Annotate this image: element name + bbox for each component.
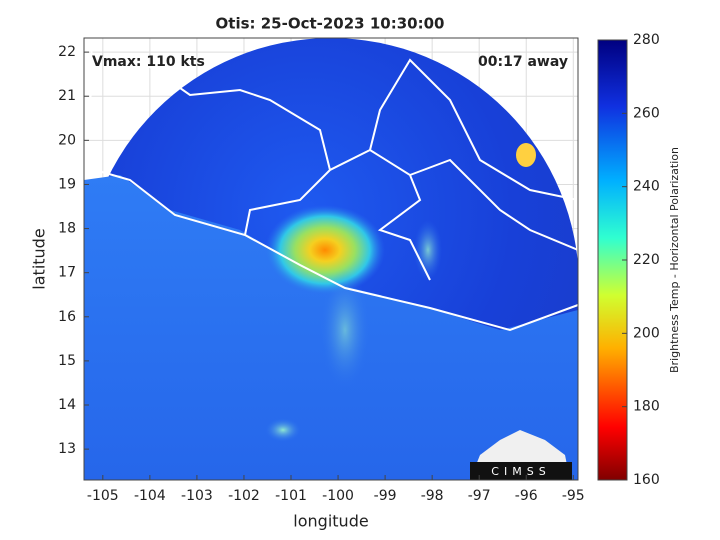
y-tick-label: 16 bbox=[58, 309, 76, 325]
title: Otis: 25-Oct-2023 10:30:00 bbox=[216, 15, 445, 33]
colorbar-tick-label: 280 bbox=[633, 32, 660, 48]
y-tick-label: 18 bbox=[58, 221, 76, 237]
y-tick-label: 15 bbox=[58, 353, 76, 369]
colorbar-tick-label: 200 bbox=[633, 325, 660, 341]
y-tick-label: 13 bbox=[58, 441, 76, 457]
y-tick-label: 14 bbox=[58, 397, 76, 413]
logo-text: CIMSS bbox=[491, 465, 550, 478]
rain-cell bbox=[265, 418, 301, 442]
colorbar-tick-label: 240 bbox=[633, 179, 660, 195]
swath: CIMSS bbox=[84, 38, 578, 480]
x-tick-label: -100 bbox=[322, 488, 354, 504]
plot-frame bbox=[83, 37, 579, 481]
colorbar-label: Brightness Temp - Horizontal Polarizatio… bbox=[668, 147, 681, 373]
colorbar-tick-label: 180 bbox=[633, 399, 660, 415]
x-tick-label: -101 bbox=[275, 488, 307, 504]
coastline-borders bbox=[84, 39, 578, 332]
x-tick-label: -103 bbox=[181, 488, 213, 504]
x-tick-label: -95 bbox=[562, 488, 585, 504]
y-tick-label: 22 bbox=[58, 44, 76, 60]
annotation: Vmax: 110 kts bbox=[92, 54, 205, 70]
y-tick-label: 20 bbox=[58, 132, 76, 148]
rain-cell bbox=[414, 220, 442, 280]
annotation: 00:17 away bbox=[478, 54, 568, 70]
rain-band bbox=[320, 270, 370, 390]
logo-band bbox=[470, 462, 572, 480]
y-tick-label: 17 bbox=[58, 265, 76, 281]
x-tick-label: -98 bbox=[421, 488, 444, 504]
x-tick-label: -104 bbox=[134, 488, 166, 504]
y-tick-label: 19 bbox=[58, 176, 76, 192]
x-tick-label: -105 bbox=[87, 488, 119, 504]
x-tick-label: -102 bbox=[228, 488, 260, 504]
x-tick-label: -97 bbox=[468, 488, 491, 504]
storm-core bbox=[265, 205, 385, 295]
x-axis-label: longitude bbox=[293, 512, 368, 531]
colorbar-tick-label: 260 bbox=[633, 105, 660, 121]
colorbar-tick-label: 160 bbox=[633, 472, 660, 488]
x-tick-label: -96 bbox=[515, 488, 538, 504]
x-tick-label: -99 bbox=[374, 488, 397, 504]
y-axis-label: latitude bbox=[30, 228, 49, 289]
y-tick-label: 21 bbox=[58, 88, 76, 104]
colorbar-tick-label: 220 bbox=[633, 252, 660, 268]
rain-cell bbox=[516, 143, 536, 167]
